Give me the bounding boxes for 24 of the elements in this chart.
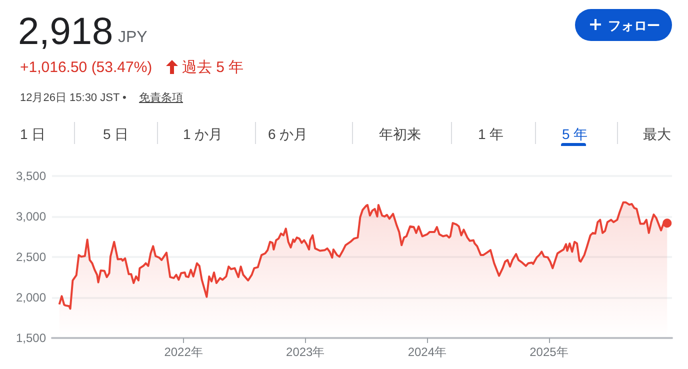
text: 1 日: [20, 126, 46, 142]
text: +1,016.50 (53.47%): [20, 59, 152, 76]
text: 最大: [643, 126, 671, 142]
text: 1 か月: [183, 126, 223, 142]
y-tick-label: 2,000: [16, 290, 46, 304]
x-tick-label: 2025年: [530, 345, 568, 359]
x-tick-label: 2024年: [408, 345, 447, 359]
text: 6 か月: [268, 126, 308, 142]
y-tick-label: 1,500: [16, 331, 46, 345]
y-tick-label: 3,000: [16, 210, 46, 224]
x-tick-label: 2023年: [286, 345, 325, 359]
text: 年初来: [379, 126, 421, 142]
y-tick-label: 2,500: [16, 250, 46, 264]
text: 過去 5 年: [182, 59, 244, 76]
text: 免責条項: [139, 92, 183, 104]
x-tick-label: 2022年: [164, 345, 203, 359]
text: 1 年: [478, 126, 504, 142]
text: 12月26日 15:30 JST •: [20, 92, 126, 104]
y-tick-label: 3,500: [16, 169, 46, 183]
text: 5 日: [103, 126, 129, 142]
chart-subtitle: JPY: [118, 29, 148, 46]
text: フォロー: [608, 18, 660, 33]
chart-title: 2,918: [18, 11, 114, 53]
text: 5 年: [562, 126, 588, 142]
